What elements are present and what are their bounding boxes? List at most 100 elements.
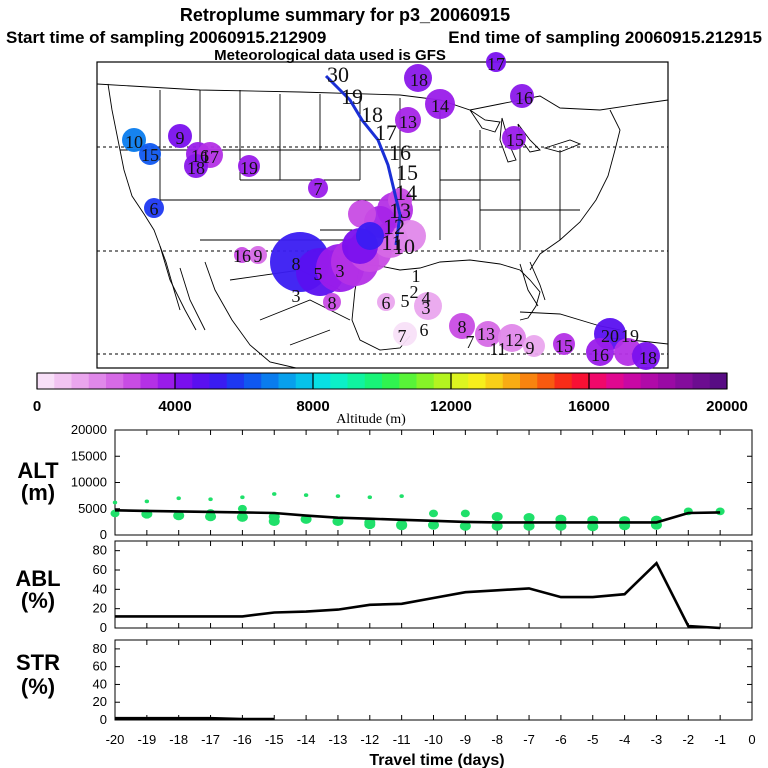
x-tick-label: -15 bbox=[265, 732, 284, 747]
trajectory-label: 18 bbox=[361, 102, 383, 127]
plume-label: 16 bbox=[591, 345, 609, 365]
alt-scatter-point bbox=[205, 511, 217, 522]
plume-circle bbox=[377, 293, 395, 311]
plume-label: 19 bbox=[621, 326, 639, 346]
plume-label: 20 bbox=[601, 326, 619, 346]
abl-series-line bbox=[115, 561, 721, 630]
alt-series-line bbox=[114, 509, 721, 524]
panel-alt: 20000 15000 10000 5000 0 ALT(m) bbox=[17, 422, 753, 542]
plume-circle bbox=[395, 107, 421, 133]
plume-label: 12 bbox=[505, 330, 523, 350]
x-tick-label: -9 bbox=[460, 732, 472, 747]
colorbar-cell bbox=[537, 373, 555, 389]
y-axis-label: ALT bbox=[17, 458, 59, 483]
plume-label: 6 bbox=[420, 320, 429, 340]
y-axis-label: (%) bbox=[21, 588, 55, 613]
colorbar-label: Altitude (m) bbox=[336, 412, 406, 427]
colorbar-cell bbox=[157, 373, 176, 389]
trajectory-label: 14 bbox=[395, 180, 417, 205]
plume-circle bbox=[122, 128, 146, 152]
plume-circle bbox=[486, 52, 506, 72]
colorbar-cell bbox=[589, 373, 607, 389]
x-tick-label: -11 bbox=[393, 732, 411, 747]
plume-label: 11 bbox=[489, 339, 506, 359]
y-axis-label: STR bbox=[16, 650, 60, 675]
colorbar-cell bbox=[54, 373, 72, 389]
plume-circle bbox=[168, 124, 192, 148]
plume-label: 7 bbox=[398, 326, 407, 346]
plume-label: 17 bbox=[201, 147, 219, 167]
panel-str: 80 60 40 20 0 STR(%) bbox=[16, 639, 753, 727]
colorbar-cell bbox=[88, 373, 107, 389]
plume-label: 15 bbox=[555, 336, 573, 356]
plume-circle bbox=[632, 342, 660, 370]
alt-scatter-point bbox=[240, 495, 245, 500]
panel-frame bbox=[114, 540, 753, 629]
colorbar-cell bbox=[347, 373, 366, 389]
x-tick-label: -14 bbox=[297, 732, 316, 747]
colorbar-cell bbox=[416, 373, 435, 389]
colorbar: 0 4000 8000 12000 16000 20000 Altitude (m) bbox=[33, 372, 748, 427]
alt-scatter-point bbox=[491, 521, 503, 531]
plume-label: 8 bbox=[292, 254, 301, 274]
alt-scatter-point bbox=[555, 521, 567, 531]
plume-label: 15 bbox=[506, 130, 524, 150]
str-series-line bbox=[115, 716, 275, 721]
colorbar-cell bbox=[451, 373, 469, 389]
colorbar-cell bbox=[468, 373, 486, 389]
plume-label: 9 bbox=[526, 338, 535, 358]
plume-circle bbox=[510, 84, 534, 108]
plume-circle bbox=[404, 64, 432, 92]
plume-circle bbox=[502, 126, 526, 150]
colorbar-cell bbox=[37, 373, 55, 389]
colorbar-cell bbox=[209, 373, 228, 389]
plume-label: 3 bbox=[292, 286, 301, 306]
colorbar-ticks: 0 4000 8000 12000 16000 20000 bbox=[33, 373, 748, 415]
alt-scatter-point bbox=[459, 521, 471, 531]
plume-label: 9 bbox=[254, 246, 263, 266]
colorbar-cell bbox=[175, 373, 193, 389]
x-tick-label: -8 bbox=[491, 732, 503, 747]
colorbar-cell bbox=[606, 373, 624, 389]
plume-label: 18 bbox=[410, 70, 428, 90]
alt-scatter-point bbox=[364, 519, 376, 530]
y-tick-label: 0 bbox=[100, 620, 107, 635]
plume-circle bbox=[323, 293, 341, 311]
colorbar-cell bbox=[502, 373, 521, 389]
y-tick-label: 0 bbox=[100, 712, 107, 727]
x-tick-label: -1 bbox=[714, 732, 726, 747]
alt-scatter-point bbox=[523, 513, 535, 523]
plume-label: 8 bbox=[328, 293, 337, 313]
colorbar-cell bbox=[244, 373, 262, 389]
trajectory-label: 30 bbox=[327, 62, 349, 87]
y-tick-label: 60 bbox=[93, 659, 107, 674]
colorbar-cell bbox=[330, 373, 348, 389]
alt-scatter-point bbox=[176, 496, 181, 501]
alt-scatter-point bbox=[272, 492, 277, 496]
plume-circle bbox=[425, 89, 455, 119]
alt-scatter-point bbox=[236, 512, 248, 522]
x-tick-label: -16 bbox=[233, 732, 252, 747]
colorbar-cell bbox=[123, 373, 141, 389]
alt-scatter-point bbox=[303, 493, 309, 497]
y-tick-label: 40 bbox=[93, 676, 107, 691]
x-tick-label: -10 bbox=[424, 732, 443, 747]
plume-label: 13 bbox=[477, 324, 495, 344]
plume-circle bbox=[475, 321, 501, 347]
alt-scatter-point bbox=[367, 495, 372, 500]
plume-circle bbox=[348, 200, 376, 228]
alt-scatter-point bbox=[491, 511, 503, 522]
alt-scatter-point bbox=[429, 509, 438, 518]
plume-circle bbox=[414, 292, 442, 320]
plume-label: 4 bbox=[422, 288, 431, 308]
alt-scatter-point bbox=[335, 494, 341, 499]
colorbar-cell bbox=[675, 373, 693, 389]
colorbar-tick-label: 20000 bbox=[706, 398, 748, 415]
colorbar-cell bbox=[658, 373, 676, 389]
plume-circle bbox=[308, 178, 328, 198]
plume-label: 15 bbox=[141, 145, 159, 165]
y-axis-label: (%) bbox=[21, 674, 55, 699]
colorbar-tick-label: 12000 bbox=[430, 398, 472, 415]
